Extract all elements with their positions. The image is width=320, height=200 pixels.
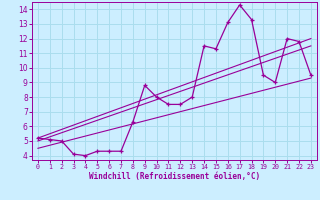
X-axis label: Windchill (Refroidissement éolien,°C): Windchill (Refroidissement éolien,°C) bbox=[89, 172, 260, 181]
